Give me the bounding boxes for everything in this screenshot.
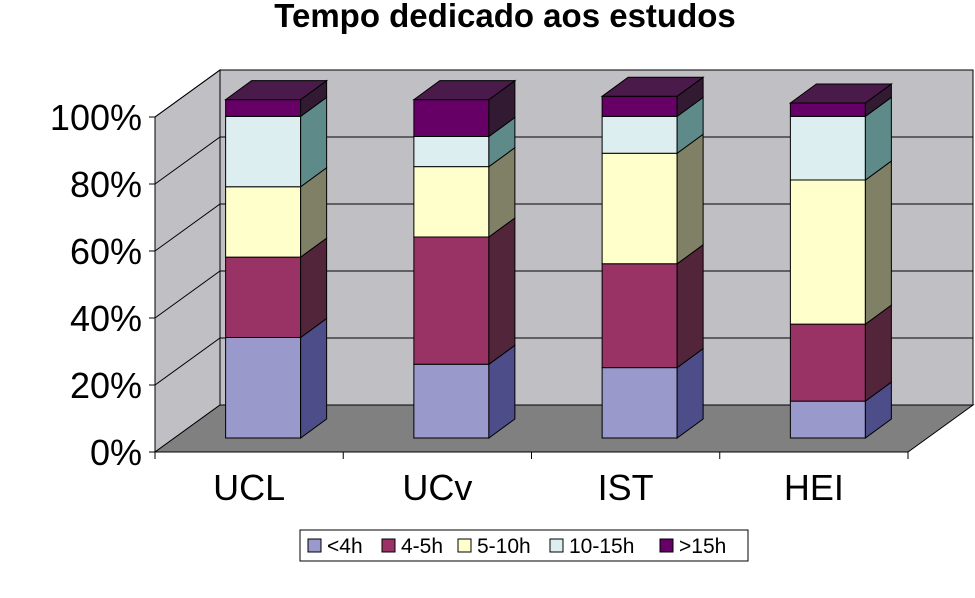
legend-swatch xyxy=(457,538,472,553)
bar-ucv-15h xyxy=(413,99,490,137)
bar-hei-45h xyxy=(789,323,866,402)
bar-ucv-45h-side xyxy=(488,217,516,366)
bar-hei-4h xyxy=(789,400,866,439)
bar-ist-45h xyxy=(601,263,678,369)
bar-ucv-15h-top xyxy=(412,80,517,101)
bar-ucv-510h xyxy=(413,166,490,238)
bar-ucv-45h xyxy=(413,236,490,365)
bar-ucv-1015h xyxy=(413,136,490,168)
x-tick-label: HEI xyxy=(784,467,844,508)
legend: <4h 4-5h 5-10h 10-15h >15h xyxy=(299,529,749,562)
x-tick-label: IST xyxy=(598,467,654,508)
bar-ucl-1015h xyxy=(225,115,302,188)
legend-label: 4-5h xyxy=(401,535,443,558)
gridline xyxy=(154,69,973,118)
y-tick-label: 0% xyxy=(90,432,142,473)
gridline xyxy=(154,337,973,386)
x-tick-label: UCL xyxy=(213,467,285,508)
bar-stack-ucl xyxy=(224,79,329,439)
bar-stack-ist xyxy=(600,76,705,439)
bar-ucl-15h-top xyxy=(224,80,329,101)
legend-swatch xyxy=(549,538,564,553)
legend-label: 10-15h xyxy=(569,535,634,558)
bar-ucl-510h xyxy=(225,186,302,258)
gridline xyxy=(154,203,973,252)
chart-walls xyxy=(153,69,975,453)
gridline xyxy=(154,136,973,185)
bar-ucv-4h xyxy=(413,363,490,439)
chart-title: Tempo dedicado aos estudos xyxy=(274,0,735,34)
y-tick-label: 40% xyxy=(70,298,142,339)
bar-ist-510h-side xyxy=(676,133,704,265)
y-tick-label: 60% xyxy=(70,231,142,272)
chart-bars xyxy=(224,76,893,439)
bar-hei-1015h xyxy=(789,115,866,181)
legend-swatch xyxy=(659,538,674,553)
legend-label: >15h xyxy=(679,535,726,558)
bar-hei-510h-side xyxy=(864,160,892,326)
legend-label: 5-10h xyxy=(477,535,531,558)
side-wall xyxy=(154,69,221,453)
bar-stack-hei xyxy=(788,83,893,439)
bar-ucl-45h xyxy=(225,256,302,338)
bar-ucl-4h-side xyxy=(300,317,328,439)
bar-hei-510h xyxy=(789,179,866,325)
bar-hei-15h xyxy=(789,102,866,117)
bar-ucl-4h xyxy=(225,337,302,439)
bar-ist-15h-top xyxy=(600,76,705,97)
chart-axes: 0% 20% 40% 60% 80% 100% UCL UCv IST HEI xyxy=(50,97,909,508)
y-tick-label: 20% xyxy=(70,365,142,406)
bar-ist-15h xyxy=(601,95,678,117)
legend-label: <4h xyxy=(327,535,363,558)
bar-ist-1015h xyxy=(601,115,678,154)
bar-ist-4h xyxy=(601,367,678,439)
bar-hei-15h-top xyxy=(788,83,893,104)
y-tick-label: 100% xyxy=(50,97,142,138)
bar-stack-ucv xyxy=(412,79,517,439)
bar-ist-45h-side xyxy=(676,243,704,369)
bar-ist-510h xyxy=(601,152,678,265)
y-tick-label: 80% xyxy=(70,164,142,205)
gridline xyxy=(154,270,973,319)
bar-ucl-15h xyxy=(225,99,302,117)
x-tick-label: UCv xyxy=(402,467,472,508)
legend-swatch xyxy=(307,538,322,553)
legend-swatch xyxy=(381,538,396,553)
